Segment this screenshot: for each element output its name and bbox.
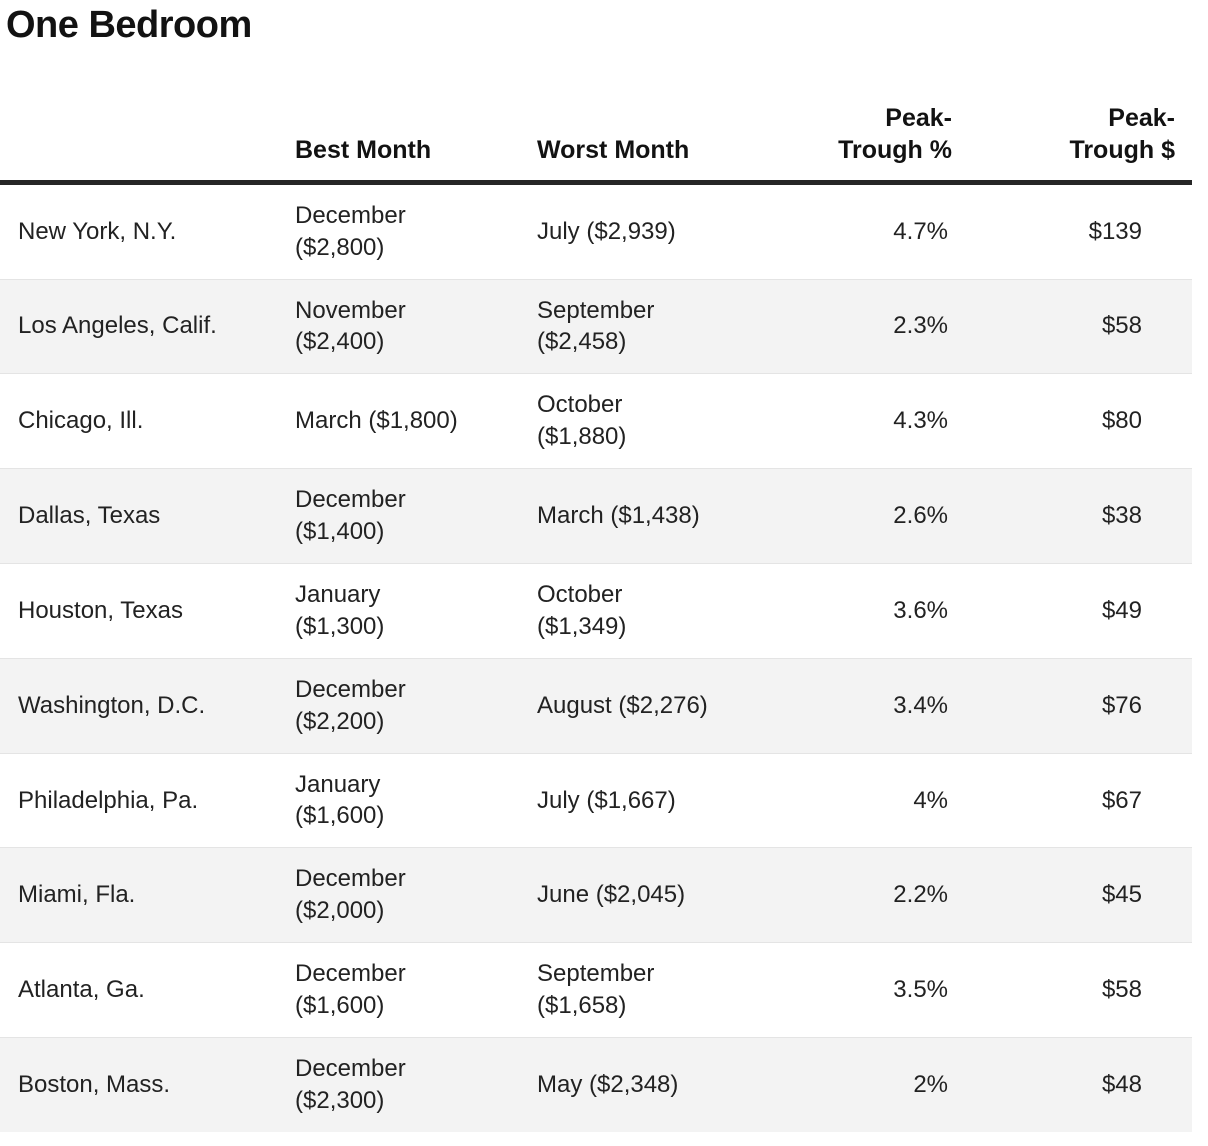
header-peak-trough-pct: Peak- Trough % bbox=[838, 103, 952, 165]
city-cell: Miami, Fla. bbox=[18, 881, 136, 909]
best-month-cell: November ($2,400) bbox=[295, 296, 406, 356]
table-row: Houston, Texas January ($1,300) October ($… bbox=[0, 563, 1192, 659]
city-cell: Boston, Mass. bbox=[18, 1070, 171, 1098]
worst-month-cell: September ($2,458) bbox=[537, 296, 655, 356]
worst-month-cell: October ($1,880) bbox=[537, 391, 627, 451]
worst-month-cell: March ($1,438) bbox=[537, 502, 700, 530]
table-row: Philadelphia, Pa. January ($1,600) July ($… bbox=[0, 753, 1192, 848]
best-month-cell: January ($1,600) bbox=[295, 770, 385, 830]
header-peak-trough-usd: Peak- Trough $ bbox=[1069, 103, 1175, 165]
city-cell: New York, N.Y. bbox=[18, 217, 177, 245]
peak-trough-usd-cell: $49 bbox=[1101, 596, 1142, 624]
city-cell: Washington, D.C. bbox=[18, 691, 206, 719]
city-cell: Atlanta, Ga. bbox=[18, 976, 145, 1004]
peak-trough-pct-cell: 3.4% bbox=[893, 691, 948, 719]
peak-trough-usd-cell: $80 bbox=[1101, 407, 1142, 435]
worst-month-cell: June ($2,045) bbox=[537, 881, 686, 909]
peak-trough-pct-cell: 3.5% bbox=[893, 976, 948, 1004]
peak-trough-pct-cell: 2.2% bbox=[893, 881, 948, 909]
peak-trough-pct-cell: 4% bbox=[913, 786, 948, 814]
worst-month-cell: August ($2,276) bbox=[537, 691, 708, 719]
one-bedroom-rent-table: Best Month Worst Month Peak- Trough % Pe… bbox=[0, 102, 1192, 1132]
peak-trough-usd-cell: $48 bbox=[1101, 1070, 1142, 1098]
table-body: New York, N.Y. December ($2,800) July ($2,… bbox=[0, 182, 1192, 1132]
city-cell: Los Angeles, Calif. bbox=[18, 312, 217, 340]
peak-trough-pct-cell: 2% bbox=[913, 1070, 948, 1098]
table-header: Best Month Worst Month Peak- Trough % Pe… bbox=[0, 102, 1192, 183]
peak-trough-usd-cell: $139 bbox=[1088, 217, 1142, 245]
city-cell: Houston, Texas bbox=[18, 596, 183, 624]
best-month-cell: December ($2,000) bbox=[295, 865, 406, 925]
peak-trough-usd-cell: $58 bbox=[1101, 976, 1142, 1004]
worst-month-cell: July ($2,939) bbox=[537, 217, 676, 245]
best-month-cell: December ($2,200) bbox=[295, 675, 406, 735]
city-cell: Dallas, Texas bbox=[18, 502, 161, 530]
table-row: Dallas, Texas December ($1,400) March ($1,… bbox=[0, 468, 1192, 564]
table-row: Boston, Mass. December ($2,300) May ($2,34… bbox=[0, 1037, 1192, 1132]
table-row: Los Angeles, Calif. November ($2,400) Sept… bbox=[0, 279, 1192, 374]
peak-trough-pct-cell: 2.6% bbox=[893, 502, 948, 530]
worst-month-cell: July ($1,667) bbox=[537, 786, 676, 814]
peak-trough-usd-cell: $76 bbox=[1101, 691, 1142, 719]
header-city bbox=[0, 102, 295, 183]
peak-trough-usd-cell: $58 bbox=[1101, 312, 1142, 340]
peak-trough-usd-cell: $38 bbox=[1101, 502, 1142, 530]
page-title: One Bedroom bbox=[6, 4, 252, 46]
city-cell: Chicago, Ill. bbox=[18, 407, 144, 435]
peak-trough-pct-cell: 2.3% bbox=[893, 312, 948, 340]
table-row: Washington, D.C. December ($2,200) August … bbox=[0, 658, 1192, 754]
city-cell: Philadelphia, Pa. bbox=[18, 786, 199, 814]
best-month-cell: December ($1,600) bbox=[295, 960, 406, 1020]
best-month-cell: January ($1,300) bbox=[295, 580, 385, 640]
best-month-cell: December ($2,300) bbox=[295, 1055, 406, 1114]
best-month-cell: December ($2,800) bbox=[295, 201, 406, 261]
worst-month-cell: May ($2,348) bbox=[537, 1070, 679, 1098]
table-row: Chicago, Ill. March ($1,800) October ($1,8… bbox=[0, 373, 1192, 469]
best-month-cell: March ($1,800) bbox=[295, 407, 458, 435]
header-row: Best Month Worst Month Peak- Trough % Pe… bbox=[0, 102, 1192, 183]
peak-trough-usd-cell: $67 bbox=[1101, 786, 1142, 814]
peak-trough-pct-cell: 4.3% bbox=[893, 407, 948, 435]
worst-month-cell: October ($1,349) bbox=[537, 580, 627, 640]
peak-trough-pct-cell: 4.7% bbox=[893, 217, 948, 245]
table-row: Atlanta, Ga. December ($1,600) September (… bbox=[0, 942, 1192, 1038]
header-best-month: Best Month bbox=[295, 136, 432, 165]
best-month-cell: December ($1,400) bbox=[295, 486, 406, 546]
peak-trough-pct-cell: 3.6% bbox=[893, 596, 948, 624]
table-row: Miami, Fla. December ($2,000) June ($2,045… bbox=[0, 847, 1192, 943]
header-worst-month: Worst Month bbox=[537, 136, 690, 165]
worst-month-cell: September ($1,658) bbox=[537, 960, 655, 1020]
peak-trough-usd-cell: $45 bbox=[1101, 881, 1142, 909]
table-row: New York, N.Y. December ($2,800) July ($2,… bbox=[0, 182, 1192, 279]
